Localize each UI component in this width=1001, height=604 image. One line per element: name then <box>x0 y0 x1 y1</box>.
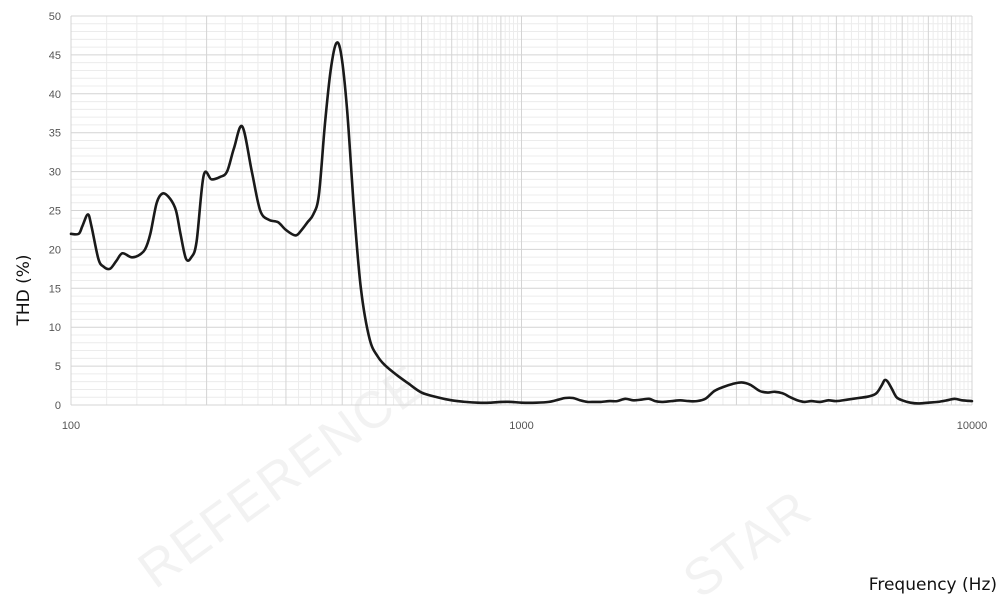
y-tick-label: 50 <box>49 11 61 23</box>
y-tick-label: 5 <box>55 361 61 373</box>
x-tick-label: 1000 <box>509 420 533 432</box>
thd-curve <box>69 41 974 405</box>
y-tick-labels: 0 5 10 15 20 25 30 35 40 45 50 <box>49 11 61 412</box>
y-tick-label: 20 <box>49 244 61 256</box>
watermark-reference: REFERENCE <box>128 354 436 600</box>
y-tick-label: 10 <box>49 322 61 334</box>
y-tick-label: 0 <box>55 400 61 412</box>
y-tick-label: 25 <box>49 206 61 218</box>
y-axis-title: THD (%) <box>14 254 34 326</box>
y-tick-label: 15 <box>49 283 61 295</box>
watermarks: REFERENCE STAR <box>128 354 823 604</box>
x-axis-title: Frequency (Hz) <box>869 575 997 595</box>
y-tick-label: 40 <box>49 89 61 101</box>
y-tick-label: 35 <box>49 128 61 140</box>
y-tick-label: 45 <box>49 50 61 62</box>
grid <box>70 15 973 406</box>
x-tick-label: 100 <box>62 420 80 432</box>
y-tick-label: 30 <box>49 167 61 179</box>
x-tick-label: 10000 <box>957 420 988 432</box>
watermark-star: STAR <box>673 479 823 604</box>
x-tick-labels: 100 1000 10000 <box>62 420 987 432</box>
